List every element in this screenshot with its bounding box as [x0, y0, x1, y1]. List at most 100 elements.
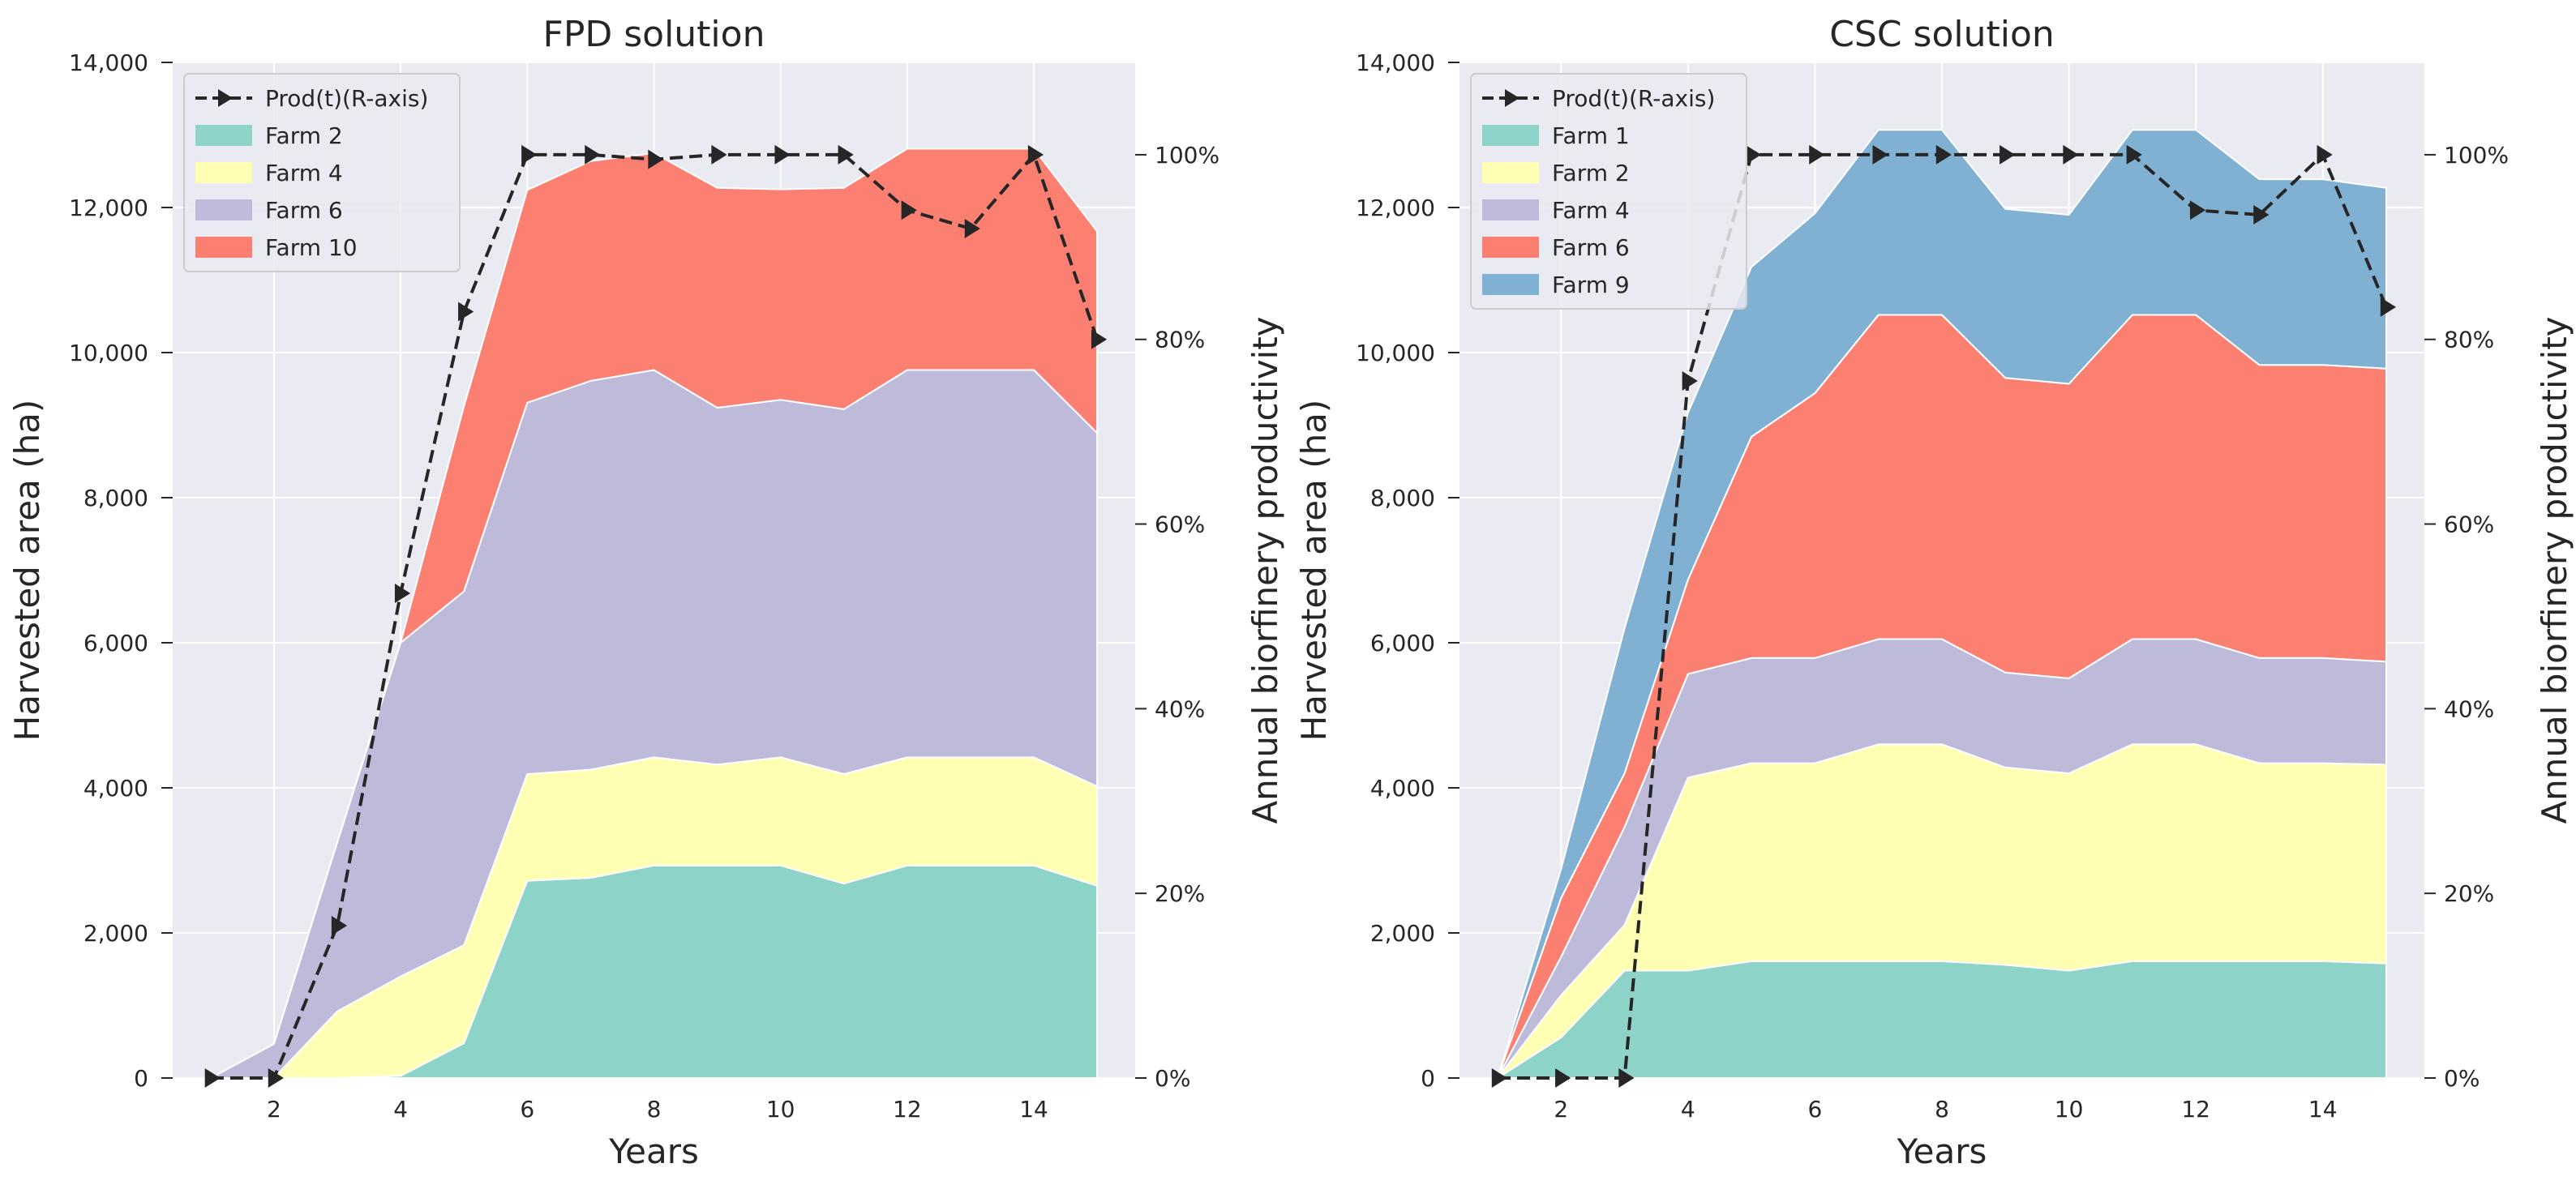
chart-title: FPD solution [543, 14, 765, 55]
y2-tick-label: 0% [1155, 1065, 1190, 1092]
y-tick-label: 6,000 [1370, 630, 1435, 657]
productivity-marker [648, 149, 664, 169]
y-tick-label: 2,000 [84, 920, 148, 947]
x-tick-label: 12 [2181, 1096, 2210, 1123]
legend-swatch [195, 162, 252, 183]
y-tick-label: 0 [134, 1065, 148, 1092]
productivity-marker [1091, 329, 1108, 349]
productivity-marker [2000, 144, 2016, 165]
legend-swatch [1482, 162, 1539, 183]
legend-marker-swatch [1505, 89, 1519, 107]
legend-label: Farm 2 [1552, 160, 1630, 186]
legend-swatch [195, 237, 252, 258]
productivity-marker [394, 583, 411, 603]
x-tick-label: 14 [2308, 1096, 2338, 1123]
y-tick-label: 8,000 [84, 485, 148, 511]
productivity-marker [2189, 200, 2206, 220]
legend-label: Farm 2 [265, 122, 343, 149]
x-tick-label: 10 [2055, 1096, 2084, 1123]
productivity-marker [1682, 370, 1698, 391]
productivity-marker [585, 144, 601, 165]
y-tick-label: 10,000 [1356, 340, 1435, 366]
legend-label: Farm 4 [265, 160, 343, 186]
productivity-marker [1618, 1068, 1635, 1088]
y-tick-label: 10,000 [69, 340, 148, 366]
y2-tick-label: 0% [2444, 1065, 2480, 1092]
productivity-marker [711, 144, 727, 165]
x-tick-label: 6 [520, 1096, 534, 1123]
legend-swatch [195, 125, 252, 146]
y2-tick-label: 40% [1155, 695, 1205, 722]
x-tick-label: 4 [1681, 1096, 1695, 1123]
legend-swatch [1482, 274, 1539, 295]
legend-marker-swatch [218, 89, 233, 107]
productivity-marker [204, 1068, 221, 1088]
x-tick-label: 14 [1019, 1096, 1048, 1123]
y-tick-label: 6,000 [84, 630, 148, 657]
productivity-marker [2063, 144, 2079, 165]
legend-label: Farm 9 [1552, 272, 1630, 298]
y-tick-label: 14,000 [69, 49, 148, 76]
legend: Prod(t)(R-axis) Farm 1 Farm 2 Farm 4 Farm 6 F… [1470, 73, 1747, 310]
x-tick-label: 8 [647, 1096, 662, 1123]
productivity-marker [521, 144, 538, 165]
productivity-marker [774, 144, 791, 165]
y-axis-label: Harvested area (ha) [1294, 400, 1334, 742]
productivity-marker [1872, 144, 1888, 165]
x-axis-label: Years [608, 1132, 699, 1171]
legend-label: Prod(t)(R-axis) [1552, 85, 1715, 112]
x-tick-label: 6 [1808, 1096, 1823, 1123]
y-tick-label: 4,000 [84, 775, 148, 802]
legend-swatch [195, 199, 252, 220]
y2-axis-label: Annual biorfinery productivity [1245, 316, 1285, 824]
y2-axis-label: Annual biorfinery productivity [2535, 316, 2574, 824]
legend-label: Farm 4 [1552, 197, 1630, 224]
legend-box [183, 73, 461, 272]
y2-tick-label: 100% [1155, 142, 1219, 169]
chart-panel-2: 0 2,000 4,000 6,000 8,000 10,000 12,000 14,000 0… [1294, 14, 2574, 1171]
productivity-marker [964, 219, 980, 239]
legend-swatch [1482, 237, 1539, 258]
productivity-marker [838, 144, 854, 165]
y-tick-label: 12,000 [1356, 195, 1435, 221]
productivity-marker [331, 916, 348, 936]
legend-swatch [1482, 125, 1539, 146]
chart-panel-1: 0 2,000 4,000 6,000 8,000 10,000 12,000 14,000 0… [7, 14, 1285, 1171]
y-tick-label: 12,000 [69, 195, 148, 221]
productivity-marker [2317, 144, 2333, 165]
productivity-marker [1491, 1068, 1507, 1088]
y2-tick-label: 20% [1155, 880, 1205, 907]
x-axis-label: Years [1897, 1132, 1987, 1171]
productivity-marker [2380, 297, 2397, 317]
legend-label: Farm 6 [265, 197, 343, 224]
productivity-marker [1935, 144, 1952, 165]
y2-tick-label: 60% [2444, 511, 2494, 538]
productivity-marker [1027, 144, 1044, 165]
x-tick-label: 8 [1935, 1096, 1949, 1123]
y-tick-label: 4,000 [1370, 775, 1435, 802]
productivity-marker [1809, 144, 1825, 165]
y2-tick-label: 80% [2444, 327, 2494, 353]
productivity-marker [2126, 144, 2142, 165]
legend: Prod(t)(R-axis) Farm 2 Farm 4 Farm 6 Farm 10 [183, 73, 461, 272]
legend-swatch [1482, 199, 1539, 220]
y2-tick-label: 40% [2444, 695, 2494, 722]
productivity-marker [268, 1068, 284, 1088]
productivity-marker [1555, 1068, 1571, 1088]
x-tick-label: 2 [267, 1096, 281, 1123]
productivity-marker [458, 302, 474, 322]
productivity-marker [901, 200, 917, 220]
productivity-marker [1745, 144, 1762, 165]
productivity-marker [2253, 204, 2270, 225]
x-tick-label: 4 [393, 1096, 408, 1123]
chart-title: CSC solution [1829, 14, 2055, 55]
x-tick-label: 2 [1554, 1096, 1568, 1123]
legend-label: Farm 1 [1552, 122, 1630, 149]
y-tick-label: 8,000 [1370, 485, 1435, 511]
legend-label: Farm 10 [265, 234, 358, 261]
y-tick-label: 0 [1421, 1065, 1435, 1092]
y-axis-label: Harvested area (ha) [7, 400, 47, 742]
legend-label: Prod(t)(R-axis) [265, 85, 428, 112]
area-farm-10 [209, 148, 1099, 1079]
y2-tick-label: 60% [1155, 511, 1205, 538]
